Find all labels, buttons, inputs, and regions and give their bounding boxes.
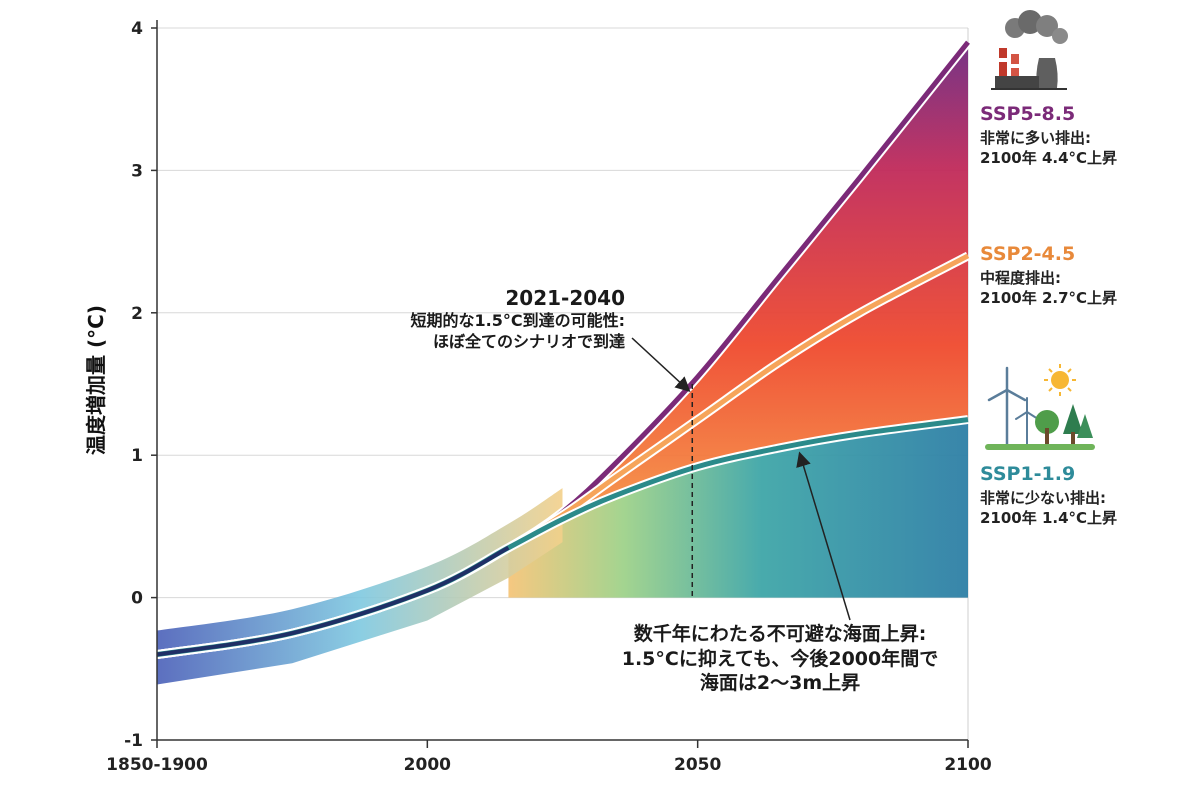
y-tick-label: 0 xyxy=(131,589,143,609)
sea-text-line-2: 1.5°Cに抑えても、今後2000年間で xyxy=(621,647,939,670)
factory-icon xyxy=(991,10,1068,90)
x-tick-label: 2000 xyxy=(404,755,451,775)
arrow-sea-level xyxy=(796,451,851,621)
area-high-scenario xyxy=(508,42,968,548)
scenario-desc: 2100年 4.4°C上昇 xyxy=(980,148,1118,167)
scenario-desc: 中程度排出: xyxy=(980,268,1061,287)
x-tick-label: 2050 xyxy=(674,755,721,775)
scenario-ssp245: SSP2-4.5 中程度排出: 2100年 2.7°C上昇 xyxy=(980,242,1117,308)
period-title: 2021-2040 xyxy=(505,286,625,310)
scenario-desc: 2100年 2.7°C上昇 xyxy=(980,288,1118,307)
scenario-name: SSP1-1.9 xyxy=(980,463,1076,485)
y-tick-label: 2 xyxy=(131,304,143,324)
period-text-line-1: 短期的な1.5°C到達の可能性: xyxy=(410,311,626,330)
scenario-areas xyxy=(157,42,968,685)
scenario-name: SSP2-4.5 xyxy=(980,243,1076,265)
period-text-line-2: ほぼ全てのシナリオで到達 xyxy=(432,331,625,351)
axes: -1 0 1 2 3 4 1850-1900 2000 2050 2100 xyxy=(106,19,992,775)
area-historical-band xyxy=(157,488,563,685)
wind-turbine-icon xyxy=(985,364,1095,450)
y-tick-label: 3 xyxy=(131,161,143,181)
y-tick-label: -1 xyxy=(124,731,143,751)
x-tick-label: 2100 xyxy=(944,755,991,775)
scenario-ssp585: SSP5-8.5 非常に多い排出: 2100年 4.4°C上昇 xyxy=(980,102,1117,168)
scenario-desc: 非常に多い排出: xyxy=(980,128,1091,147)
y-tick-label: 1 xyxy=(131,446,143,466)
scenario-desc: 2100年 1.4°C上昇 xyxy=(980,508,1118,527)
scenario-name: SSP5-8.5 xyxy=(980,103,1076,125)
x-tick-label: 1850-1900 xyxy=(106,755,208,775)
arrow-period xyxy=(631,337,691,393)
y-axis-label: 温度増加量 (°C) xyxy=(84,305,108,455)
scenario-lines xyxy=(156,39,972,660)
period-annotation: 2021-2040 短期的な1.5°C到達の可能性: ほぼ全てのシナリオで到達 xyxy=(330,285,626,353)
historical-line xyxy=(156,545,510,657)
y-tick-label: 4 xyxy=(131,19,143,39)
sea-level-annotation: 数千年にわたる不可避な海面上昇: 1.5°Cに抑えても、今後2000年間で 海面… xyxy=(600,622,960,696)
scenario-ssp119: SSP1-1.9 非常に少ない排出: 2100年 1.4°C上昇 xyxy=(980,462,1117,528)
sea-text-line-3: 海面は2〜3m上昇 xyxy=(699,672,861,695)
area-low-scenario xyxy=(508,419,968,598)
sea-text-line-1: 数千年にわたる不可避な海面上昇: xyxy=(633,623,927,645)
scenario-desc: 非常に少ない排出: xyxy=(980,488,1106,507)
